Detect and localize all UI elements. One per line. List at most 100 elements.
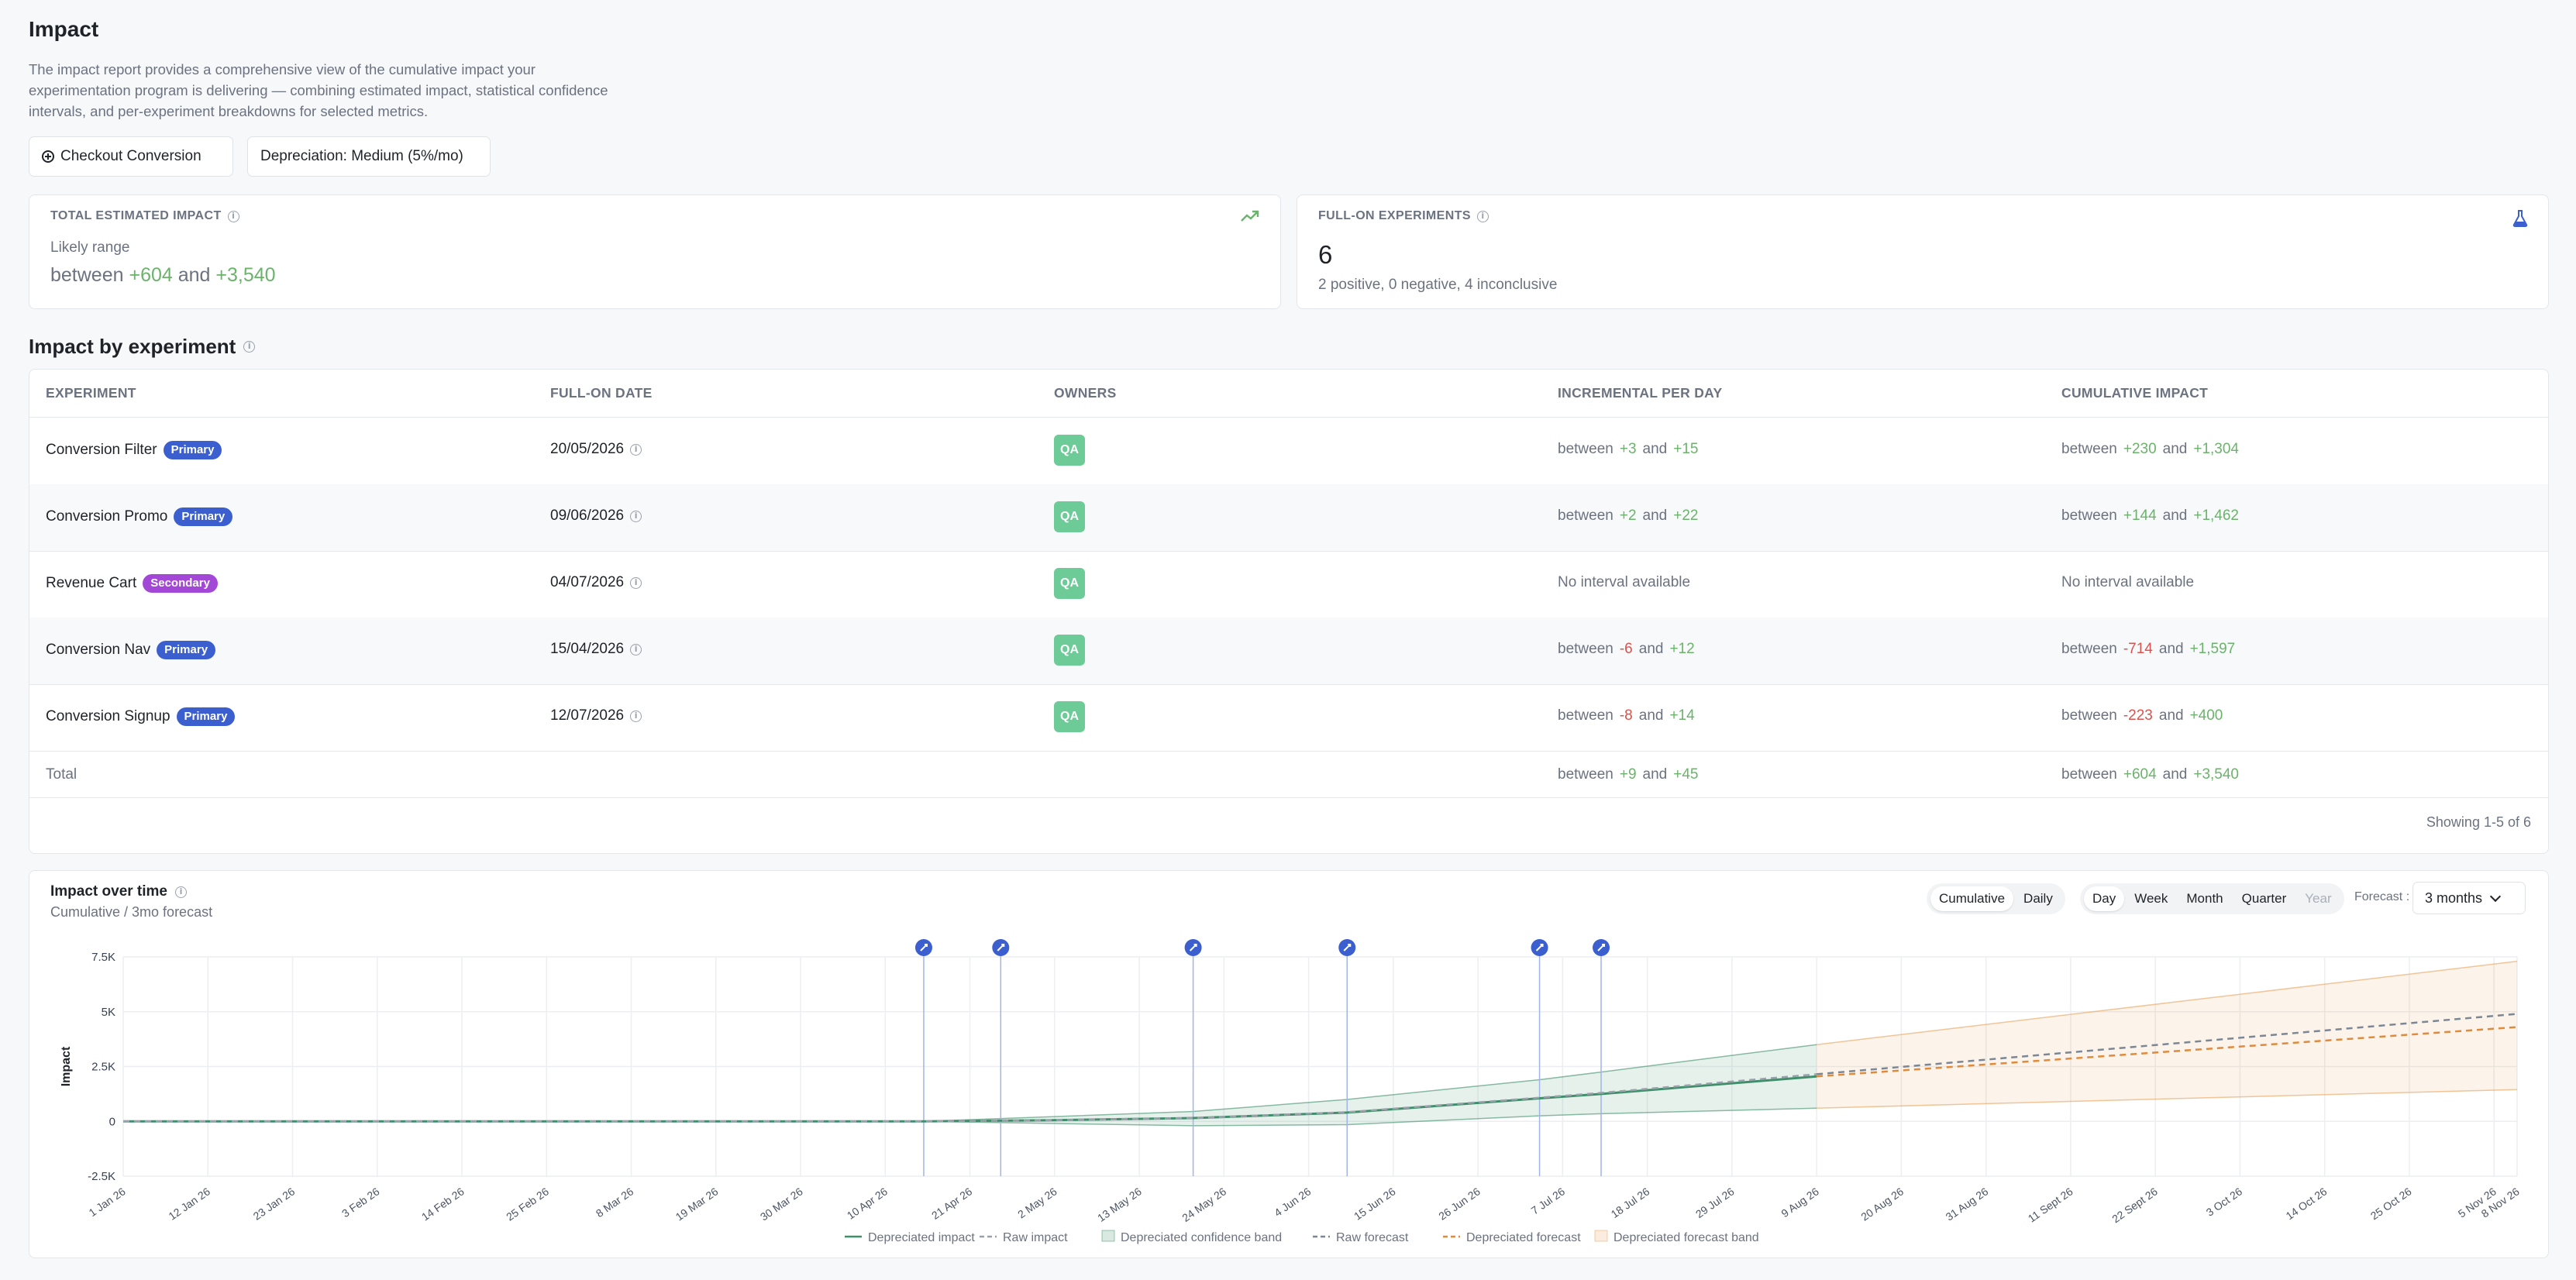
band-lower-edge (923, 1107, 1817, 1127)
experiment-name[interactable]: Revenue Cart (46, 575, 137, 591)
table-row[interactable]: Conversion Signup Primary 12/07/2026 i QA bet… (29, 684, 2548, 752)
incremental-cell: between -6 and +12 (1558, 641, 1695, 658)
x-tick-label: 25 Feb 26 (504, 1185, 551, 1223)
x-tick-label: 22 Sept 26 (2109, 1185, 2160, 1225)
experiment-name[interactable]: Conversion Nav (46, 642, 151, 658)
legend-label: Raw forecast (1336, 1231, 1409, 1244)
experiment-cell[interactable]: Conversion Promo Primary (46, 508, 233, 526)
total-inc-low: +9 (1619, 766, 1637, 783)
range-prefix: between (50, 264, 124, 286)
y-tick-label: 0 (109, 1115, 115, 1128)
between-word: between (1558, 707, 1613, 724)
page-description: The impact report provides a comprehensi… (29, 61, 608, 119)
forecast-label: Forecast : (2354, 890, 2410, 903)
info-icon[interactable]: i (630, 710, 642, 722)
experiment-cell[interactable]: Revenue Cart Secondary (46, 574, 218, 593)
metric-role-badge: Primary (157, 641, 216, 659)
x-tick-label: 8 Mar 26 (594, 1185, 636, 1220)
range-high: +3,540 (215, 264, 276, 286)
col-incremental[interactable]: INCREMENTAL PER DAY (1558, 385, 1723, 401)
x-tick-label: 10 Apr 26 (845, 1185, 890, 1222)
x-tick-label: 18 Jul 26 (1609, 1185, 1652, 1220)
owner-avatar[interactable]: QA (1054, 635, 1085, 666)
range-low: +230 (2123, 441, 2157, 457)
table-row[interactable]: Revenue Cart Secondary 04/07/2026 i QA No int… (29, 551, 2548, 618)
x-tick-label: 14 Feb 26 (419, 1185, 467, 1223)
rocket-glyph (920, 944, 928, 951)
table-row[interactable]: Conversion Promo Primary 09/06/2026 i QA betw… (29, 484, 2548, 552)
owner-avatar[interactable]: QA (1054, 568, 1085, 599)
range-conj: and (177, 264, 211, 286)
experiment-name[interactable]: Conversion Signup (46, 708, 170, 724)
experiment-cell[interactable]: Conversion Nav Primary (46, 641, 216, 659)
full-on-date: 09/06/2026 (550, 508, 625, 524)
granularity-toggle: Day Week Month Quarter Year (2080, 883, 2344, 914)
y-axis-label: Impact (60, 1046, 73, 1086)
range-low: -714 (2123, 641, 2153, 657)
full-on-date-cell: 09/06/2026 i (550, 508, 642, 525)
mode-cumulative[interactable]: Cumulative (1930, 886, 2014, 911)
cumulative-cell: No interval available (2061, 574, 2194, 591)
info-icon[interactable]: i (630, 576, 642, 589)
granularity-quarter[interactable]: Quarter (2241, 891, 2287, 906)
and-word: and (2162, 508, 2188, 524)
forecast-value: 3 months (2425, 889, 2483, 906)
col-full-on-date[interactable]: FULL-ON DATE (550, 385, 653, 401)
range-high: +14 (1669, 707, 1695, 724)
total-cum-high: +3,540 (2193, 766, 2239, 783)
rocket-glyph (1535, 944, 1544, 951)
y-tick-label: 7.5K (91, 951, 115, 964)
full-on-date: 15/04/2026 (550, 641, 625, 657)
total-row: Total between +9 and +45 between +604 an… (29, 750, 2548, 798)
owner-avatar[interactable]: QA (1054, 501, 1085, 532)
and-word: and (1638, 641, 1664, 657)
info-icon[interactable]: i (1476, 210, 1489, 222)
col-cumulative[interactable]: CUMULATIVE IMPACT (2061, 385, 2209, 401)
cumulative-cell: between -714 and +1,597 (2061, 641, 2235, 658)
experiment-name[interactable]: Conversion Promo (46, 508, 168, 525)
total-cum-low: +604 (2123, 766, 2157, 783)
col-experiment[interactable]: EXPERIMENT (46, 385, 136, 401)
x-tick-label: 3 Oct 26 (2204, 1185, 2245, 1219)
depreciation-chip[interactable]: Depreciation: Medium (5%/mo) (247, 136, 491, 177)
granularity-year[interactable]: Year (2305, 891, 2332, 906)
total-label: Total (46, 766, 77, 783)
owner-avatar[interactable]: QA (1054, 435, 1085, 466)
range-low: -6 (1619, 641, 1633, 657)
col-owners[interactable]: OWNERS (1054, 385, 1117, 401)
info-icon[interactable]: i (227, 210, 239, 222)
info-icon[interactable]: i (175, 886, 187, 898)
mode-daily[interactable]: Daily (2023, 891, 2053, 906)
and-word: and (2158, 641, 2184, 657)
metric-role-badge: Primary (163, 441, 222, 459)
info-icon[interactable]: i (630, 643, 642, 655)
metric-role-badge: Primary (176, 707, 236, 726)
table-row[interactable]: Conversion Filter Primary 20/05/2026 i QA bet… (29, 418, 2548, 485)
range-high: +1,304 (2193, 441, 2239, 457)
and-word: and (2158, 707, 2184, 724)
info-icon[interactable]: i (630, 443, 642, 456)
section-title-text: Impact by experiment (29, 335, 236, 358)
forecast-select[interactable]: 3 months (2412, 882, 2526, 914)
experiment-cell[interactable]: Conversion Filter Primary (46, 441, 222, 459)
owner-avatar[interactable]: QA (1054, 701, 1085, 732)
incremental-cell: between -8 and +14 (1558, 707, 1695, 724)
granularity-day[interactable]: Day (2084, 886, 2125, 911)
info-icon[interactable]: i (630, 510, 642, 522)
cumulative-cell: between +144 and +1,462 (2061, 508, 2239, 525)
metric-chip[interactable]: Checkout Conversion (29, 136, 233, 177)
cumulative-cell: between -223 and +400 (2061, 707, 2223, 724)
incremental-cell: No interval available (1558, 574, 1690, 591)
likely-range-label: Likely range (50, 239, 130, 256)
info-icon[interactable]: i (243, 341, 256, 353)
experiment-cell[interactable]: Conversion Signup Primary (46, 707, 236, 726)
impact-chart[interactable]: 7.5K 5K 2.5K 0 -2.5K 1 Jan 26 12 Jan 26 23 Jan … (29, 871, 2548, 1258)
table-row[interactable]: Conversion Nav Primary 15/04/2026 i QA betwee… (29, 618, 2548, 685)
between-word: between (1558, 766, 1613, 783)
granularity-week[interactable]: Week (2134, 891, 2168, 906)
between-word: between (1558, 508, 1613, 524)
experiment-name[interactable]: Conversion Filter (46, 442, 157, 458)
flask-icon (2512, 209, 2528, 232)
range-low: -8 (1619, 707, 1633, 724)
granularity-month[interactable]: Month (2186, 891, 2223, 906)
